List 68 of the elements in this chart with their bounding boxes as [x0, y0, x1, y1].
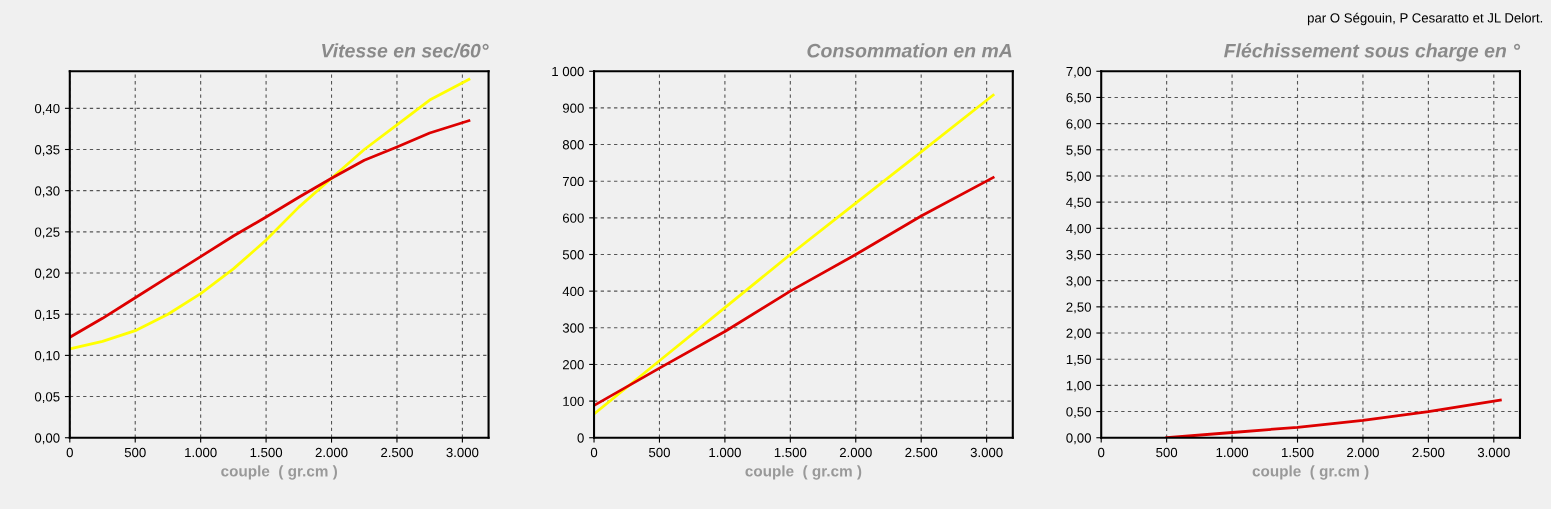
x-tick-label: 500 — [1156, 447, 1178, 458]
x-tick-label: 3.000 — [1477, 447, 1510, 458]
y-tick-label: 800 — [562, 140, 584, 150]
y-tick-label: 0,35 — [34, 145, 60, 156]
chart-title: Vitesse en sec/60° — [322, 43, 489, 58]
x-axis-title: couple ( gr.cm ) — [221, 465, 337, 480]
x-tick-label: 3.000 — [970, 447, 1003, 458]
y-tick-label: 0,00 — [1066, 433, 1091, 445]
y-tick-label: 0,25 — [34, 227, 60, 239]
y-tick-label: 200 — [562, 360, 584, 370]
y-tick-label: 400 — [562, 286, 584, 297]
line-series — [69, 78, 471, 351]
x-tick-label: 1.500 — [250, 447, 283, 458]
x-tick-label: 500 — [648, 447, 670, 458]
y-tick-label: 0 — [577, 433, 584, 443]
chart-title: Fléchissement sous charge en ° — [1224, 43, 1521, 62]
y-tick-label: 6,50 — [1066, 93, 1091, 104]
y-tick-label: 3,50 — [1066, 250, 1091, 261]
y-tick-label: 0,15 — [34, 309, 60, 321]
line-series — [594, 93, 995, 416]
y-tick-label: 2,50 — [1066, 302, 1091, 314]
y-tick-label: 100 — [563, 396, 584, 406]
line-series — [1165, 398, 1502, 438]
y-tick-label: 0,30 — [34, 186, 60, 198]
x-tick-label: 2.000 — [839, 447, 872, 458]
x-tick-label: 1.000 — [185, 447, 217, 458]
y-tick-label: 4,00 — [1066, 223, 1091, 235]
y-tick-label: 0,50 — [1066, 407, 1091, 419]
y-tick-label: 0,10 — [34, 350, 60, 362]
y-tick-label: 1 000 — [552, 66, 584, 77]
y-tick-label: 5,50 — [1066, 145, 1091, 157]
y-tick-label: 4,50 — [1066, 197, 1091, 209]
y-tick-label: 300 — [562, 323, 584, 333]
y-tick-label: 0,05 — [34, 392, 60, 404]
x-tick-label: 3.000 — [446, 447, 479, 458]
y-tick-label: 500 — [562, 250, 584, 260]
chart-title: Consommation en mA — [807, 43, 1012, 58]
x-tick-label: 500 — [124, 447, 146, 458]
y-tick-label: 0,00 — [34, 433, 60, 445]
x-tick-label: 1.500 — [774, 447, 807, 458]
y-tick-label: 0,40 — [34, 103, 60, 115]
text: par O Ségouin, P Cesaratto et JL Delort. — [1307, 12, 1543, 26]
y-tick-label: 2,00 — [1066, 328, 1091, 340]
x-tick-label: 1.000 — [1216, 447, 1249, 458]
y-tick-label: 0,20 — [34, 268, 60, 280]
x-tick-label: 1.000 — [709, 447, 741, 458]
x-tick-label: 2.500 — [905, 447, 938, 458]
x-tick-label: 2.000 — [1347, 447, 1379, 458]
line-series — [594, 176, 995, 407]
y-tick-label: 7,00 — [1066, 66, 1091, 78]
x-axis-title: couple ( gr.cm ) — [745, 465, 862, 480]
x-tick-label: 2.500 — [1412, 447, 1445, 458]
y-tick-label: 6,00 — [1066, 119, 1091, 131]
x-tick-label: 0 — [1098, 447, 1105, 458]
y-tick-label: 5,00 — [1066, 171, 1091, 183]
x-tick-label: 0 — [590, 447, 598, 458]
y-tick-label: 900 — [562, 103, 584, 113]
y-tick-label: 1,00 — [1066, 380, 1091, 392]
y-tick-label: 600 — [562, 213, 584, 223]
x-tick-label: 0 — [66, 447, 73, 458]
x-tick-label: 2.500 — [381, 447, 413, 458]
y-tick-label: 700 — [562, 176, 584, 187]
x-axis-title: couple ( gr.cm ) — [1252, 465, 1369, 480]
line-series — [69, 119, 471, 339]
x-tick-label: 1.500 — [1282, 447, 1314, 458]
x-tick-label: 2.000 — [315, 447, 348, 458]
y-tick-label: 1,50 — [1066, 354, 1091, 366]
y-tick-label: 3,00 — [1066, 276, 1091, 288]
